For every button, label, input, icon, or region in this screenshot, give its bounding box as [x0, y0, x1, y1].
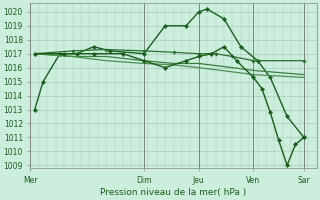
X-axis label: Pression niveau de la mer( hPa ): Pression niveau de la mer( hPa ) [100, 188, 247, 197]
